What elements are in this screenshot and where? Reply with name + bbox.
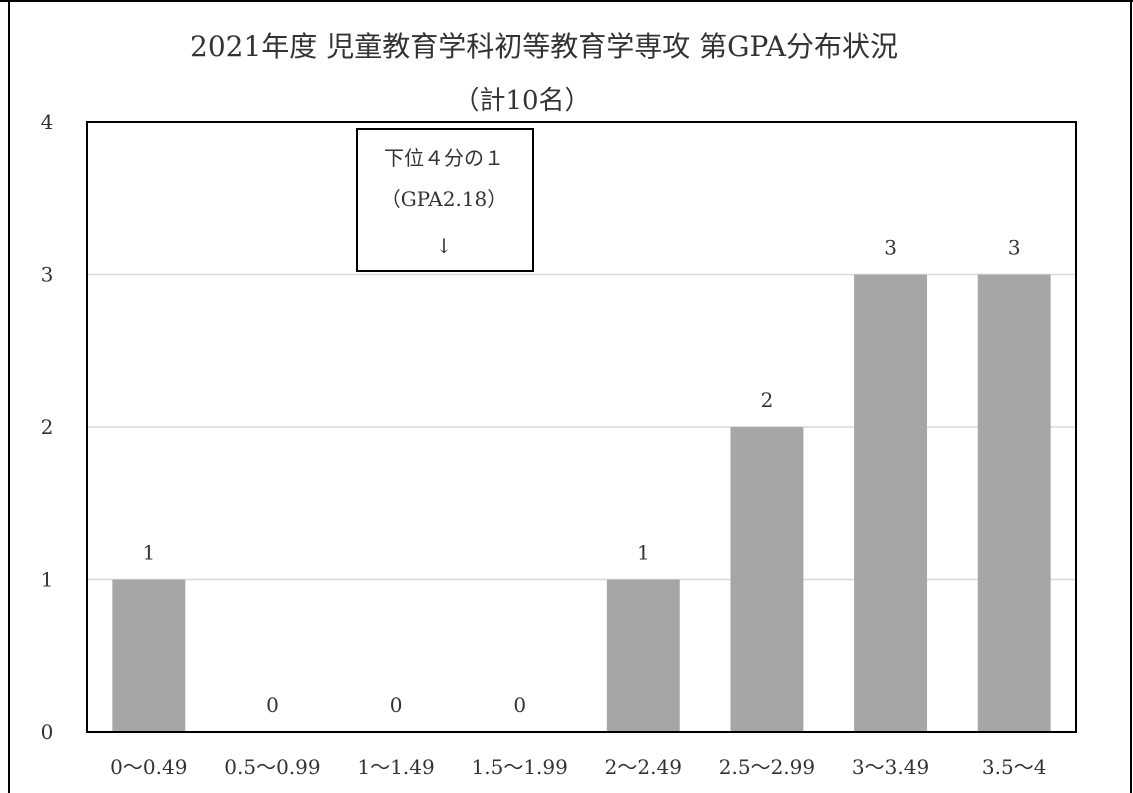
bar-0 xyxy=(112,579,186,732)
data-label-1: 0 xyxy=(266,693,279,717)
bar-6 xyxy=(854,274,928,732)
x-tick-label-5: 2.5〜2.99 xyxy=(719,755,815,779)
y-tick-label: 0 xyxy=(41,720,54,744)
gridlines xyxy=(87,273,1076,581)
x-tick-label-0: 0〜0.49 xyxy=(110,755,187,779)
y-tick-label: 1 xyxy=(41,568,54,592)
quartile-annotation: 下位４分の１ （GPA2.18） ↓ xyxy=(356,128,534,272)
y-tick-label: 4 xyxy=(41,110,54,134)
y-tick-label: 2 xyxy=(41,415,54,439)
plot-frame xyxy=(86,121,1077,733)
y-axis-ticks: 0 1 2 3 4 xyxy=(41,110,54,744)
bar-7 xyxy=(977,274,1051,732)
x-tick-label-3: 1.5〜1.99 xyxy=(472,755,568,779)
x-tick-label-2: 1〜1.49 xyxy=(357,755,434,779)
x-tick-label-6: 3〜3.49 xyxy=(852,755,929,779)
annotation-line-2: （GPA2.18） xyxy=(381,187,508,211)
bars xyxy=(112,274,1051,732)
y-tick-label: 3 xyxy=(41,263,54,287)
annotation-arrow: ↓ xyxy=(436,234,453,258)
data-label-0: 1 xyxy=(142,541,155,565)
x-tick-label-1: 0.5〜0.99 xyxy=(224,755,320,779)
data-labels: 1 0 0 0 1 2 3 3 xyxy=(142,236,1020,718)
x-tick-label-4: 2〜2.49 xyxy=(605,755,682,779)
chart-subtitle: （計10名） xyxy=(453,86,590,116)
data-label-7: 3 xyxy=(1008,236,1021,260)
annotation-line-1: 下位４分の１ xyxy=(384,146,504,170)
bar-4 xyxy=(606,579,680,732)
bar-5 xyxy=(730,427,804,732)
chart-title: 2021年度 児童教育学科初等教育学専攻 第GPA分布状況 xyxy=(190,30,898,63)
data-label-2: 0 xyxy=(390,693,403,717)
data-label-4: 1 xyxy=(637,541,650,565)
x-axis-ticks: 0〜0.49 0.5〜0.99 1〜1.49 1.5〜1.99 2〜2.49 2.5〜2.… xyxy=(110,755,1046,779)
x-tick-label-7: 3.5〜4 xyxy=(982,755,1047,779)
data-label-6: 3 xyxy=(884,236,897,260)
data-label-3: 0 xyxy=(513,693,526,717)
data-label-5: 2 xyxy=(761,388,774,412)
annotation-box xyxy=(356,128,534,272)
